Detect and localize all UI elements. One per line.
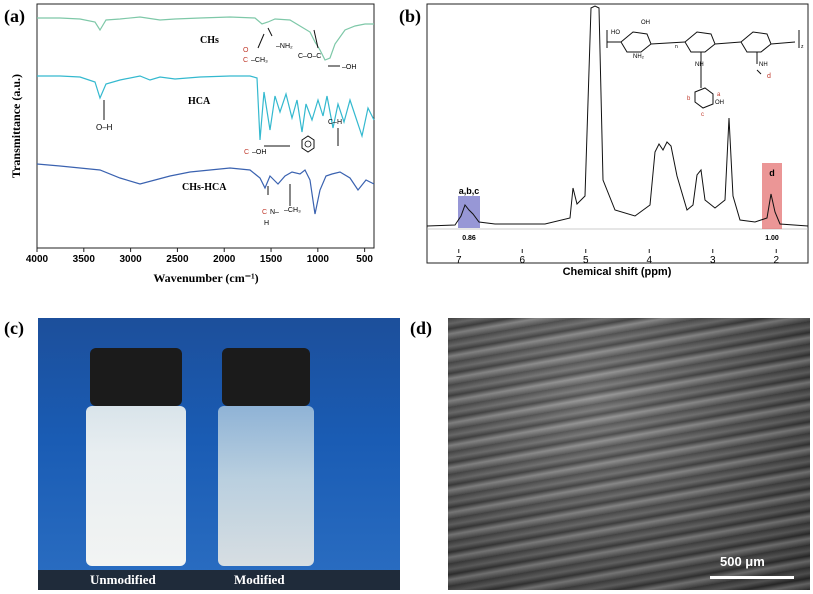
ftir-x-tick-label: 2500 <box>166 254 189 265</box>
ftir-x-tick-label: 1500 <box>260 254 283 265</box>
acid-c-label: C <box>244 149 249 156</box>
nmr-x-axis-label: Chemical shift (ppm) <box>563 266 672 278</box>
ho-structure-label: HO <box>611 30 620 36</box>
d-peak-highlight <box>762 163 782 229</box>
oh2-annotation: –OH <box>342 64 356 71</box>
abc-integral-label: 0.86 <box>462 235 476 242</box>
amide2-r-label: N– <box>270 209 279 216</box>
nmr-x-tick-label: 3 <box>710 255 716 266</box>
nmr-panel: (b) 7 6 5 4 3 2 a,b,c 0.86 d 1.00 <box>395 0 813 290</box>
oh-annotation: O–H <box>96 123 113 132</box>
modified-vial-cap <box>222 348 310 406</box>
nh2-annotation: –NH₂ <box>276 43 293 50</box>
modified-vial <box>218 406 314 566</box>
amide-o-label: O <box>243 47 249 54</box>
struct-label-c: c <box>701 112 704 118</box>
panel-label-b: (b) <box>399 6 421 26</box>
modified-label: Modified <box>234 572 285 587</box>
ftir-chart: 4000 3500 3000 2500 2000 1500 1000 500 CHs HCA … <box>9 3 375 285</box>
struct-label-b: b <box>687 96 691 102</box>
ch3-annotation: –CH₃ <box>284 207 301 214</box>
coc-annotation: C–O–C <box>298 53 321 60</box>
nmr-x-tick-label: 6 <box>519 255 525 266</box>
chitosan-structure-drawing <box>606 30 800 109</box>
abc-peak-label: a,b,c <box>459 186 480 196</box>
vials-photo: Unmodified Modified <box>38 318 400 590</box>
nmr-x-tick-label: 2 <box>773 255 779 266</box>
ftir-x-tick-label: 3500 <box>73 254 96 265</box>
chs-hca-series-label: CHs-HCA <box>182 182 227 193</box>
ftir-x-axis-label: Wavenumber (cm⁻¹) <box>153 271 258 285</box>
amide-c-label: C <box>243 57 248 64</box>
chs-hca-spectrum-line <box>36 163 375 215</box>
nmr-spectrum-line <box>426 5 809 227</box>
vials-photo-panel: (c) Unmodified Modified <box>0 300 410 594</box>
panel-label-d: (d) <box>410 318 432 338</box>
ftir-x-tick-label: 4000 <box>26 254 49 265</box>
scale-bar <box>710 576 794 579</box>
panel-label-a: (a) <box>4 6 25 26</box>
ftir-panel: (a) 4000 3500 3000 2500 2000 1500 1000 500 CHs … <box>0 0 390 290</box>
hca-spectrum-line <box>37 75 375 141</box>
sem-image: 500 μm <box>448 318 810 590</box>
hca-series-label: HCA <box>188 96 211 107</box>
ftir-x-tick-label: 500 <box>356 254 373 265</box>
unmodified-vial-cap <box>90 348 182 406</box>
struct-label-d: d <box>767 73 771 80</box>
unmodified-label: Unmodified <box>90 572 156 587</box>
amide2-c-label: C <box>262 209 267 216</box>
repeat-n-label: n <box>675 44 678 50</box>
ftir-y-axis-label: Transmittance (a.u.) <box>9 74 23 178</box>
oh-structure-label-2: OH <box>715 100 724 106</box>
oh-structure-label: OH <box>641 20 650 26</box>
panel-label-c: (c) <box>4 318 24 338</box>
ch-annotation: C–H <box>328 119 342 126</box>
d-peak-label: d <box>769 168 775 178</box>
unmodified-vial <box>86 406 186 566</box>
ftir-x-tick-label: 1000 <box>307 254 330 265</box>
repeat-z-label: z <box>801 44 804 50</box>
sem-photo-panel: (d) 500 μm <box>410 300 813 594</box>
nmr-x-tick-label: 7 <box>456 255 462 266</box>
amide2-h-label: H <box>264 220 269 227</box>
d-integral-label: 1.00 <box>765 235 779 242</box>
scale-bar-label: 500 μm <box>720 554 765 569</box>
chs-spectrum-line <box>37 16 374 61</box>
amide-r-label: –CH₃ <box>251 57 268 64</box>
struct-label-a: a <box>717 92 721 98</box>
chs-series-label: CHs <box>200 35 219 46</box>
benzene-ring-icon <box>301 135 315 153</box>
nh-structure-label: NH <box>695 62 704 68</box>
abc-peak-highlight <box>458 196 480 228</box>
nh2-structure-label-2: NH <box>759 62 768 68</box>
nmr-x-tick-label: 5 <box>583 255 589 266</box>
ftir-x-tick-label: 2000 <box>213 254 236 265</box>
acid-r-label: –OH <box>252 149 266 156</box>
nh2-structure-label: NH₂ <box>633 54 645 60</box>
ftir-x-tick-label: 3000 <box>119 254 142 265</box>
nmr-x-tick-label: 4 <box>646 255 652 266</box>
